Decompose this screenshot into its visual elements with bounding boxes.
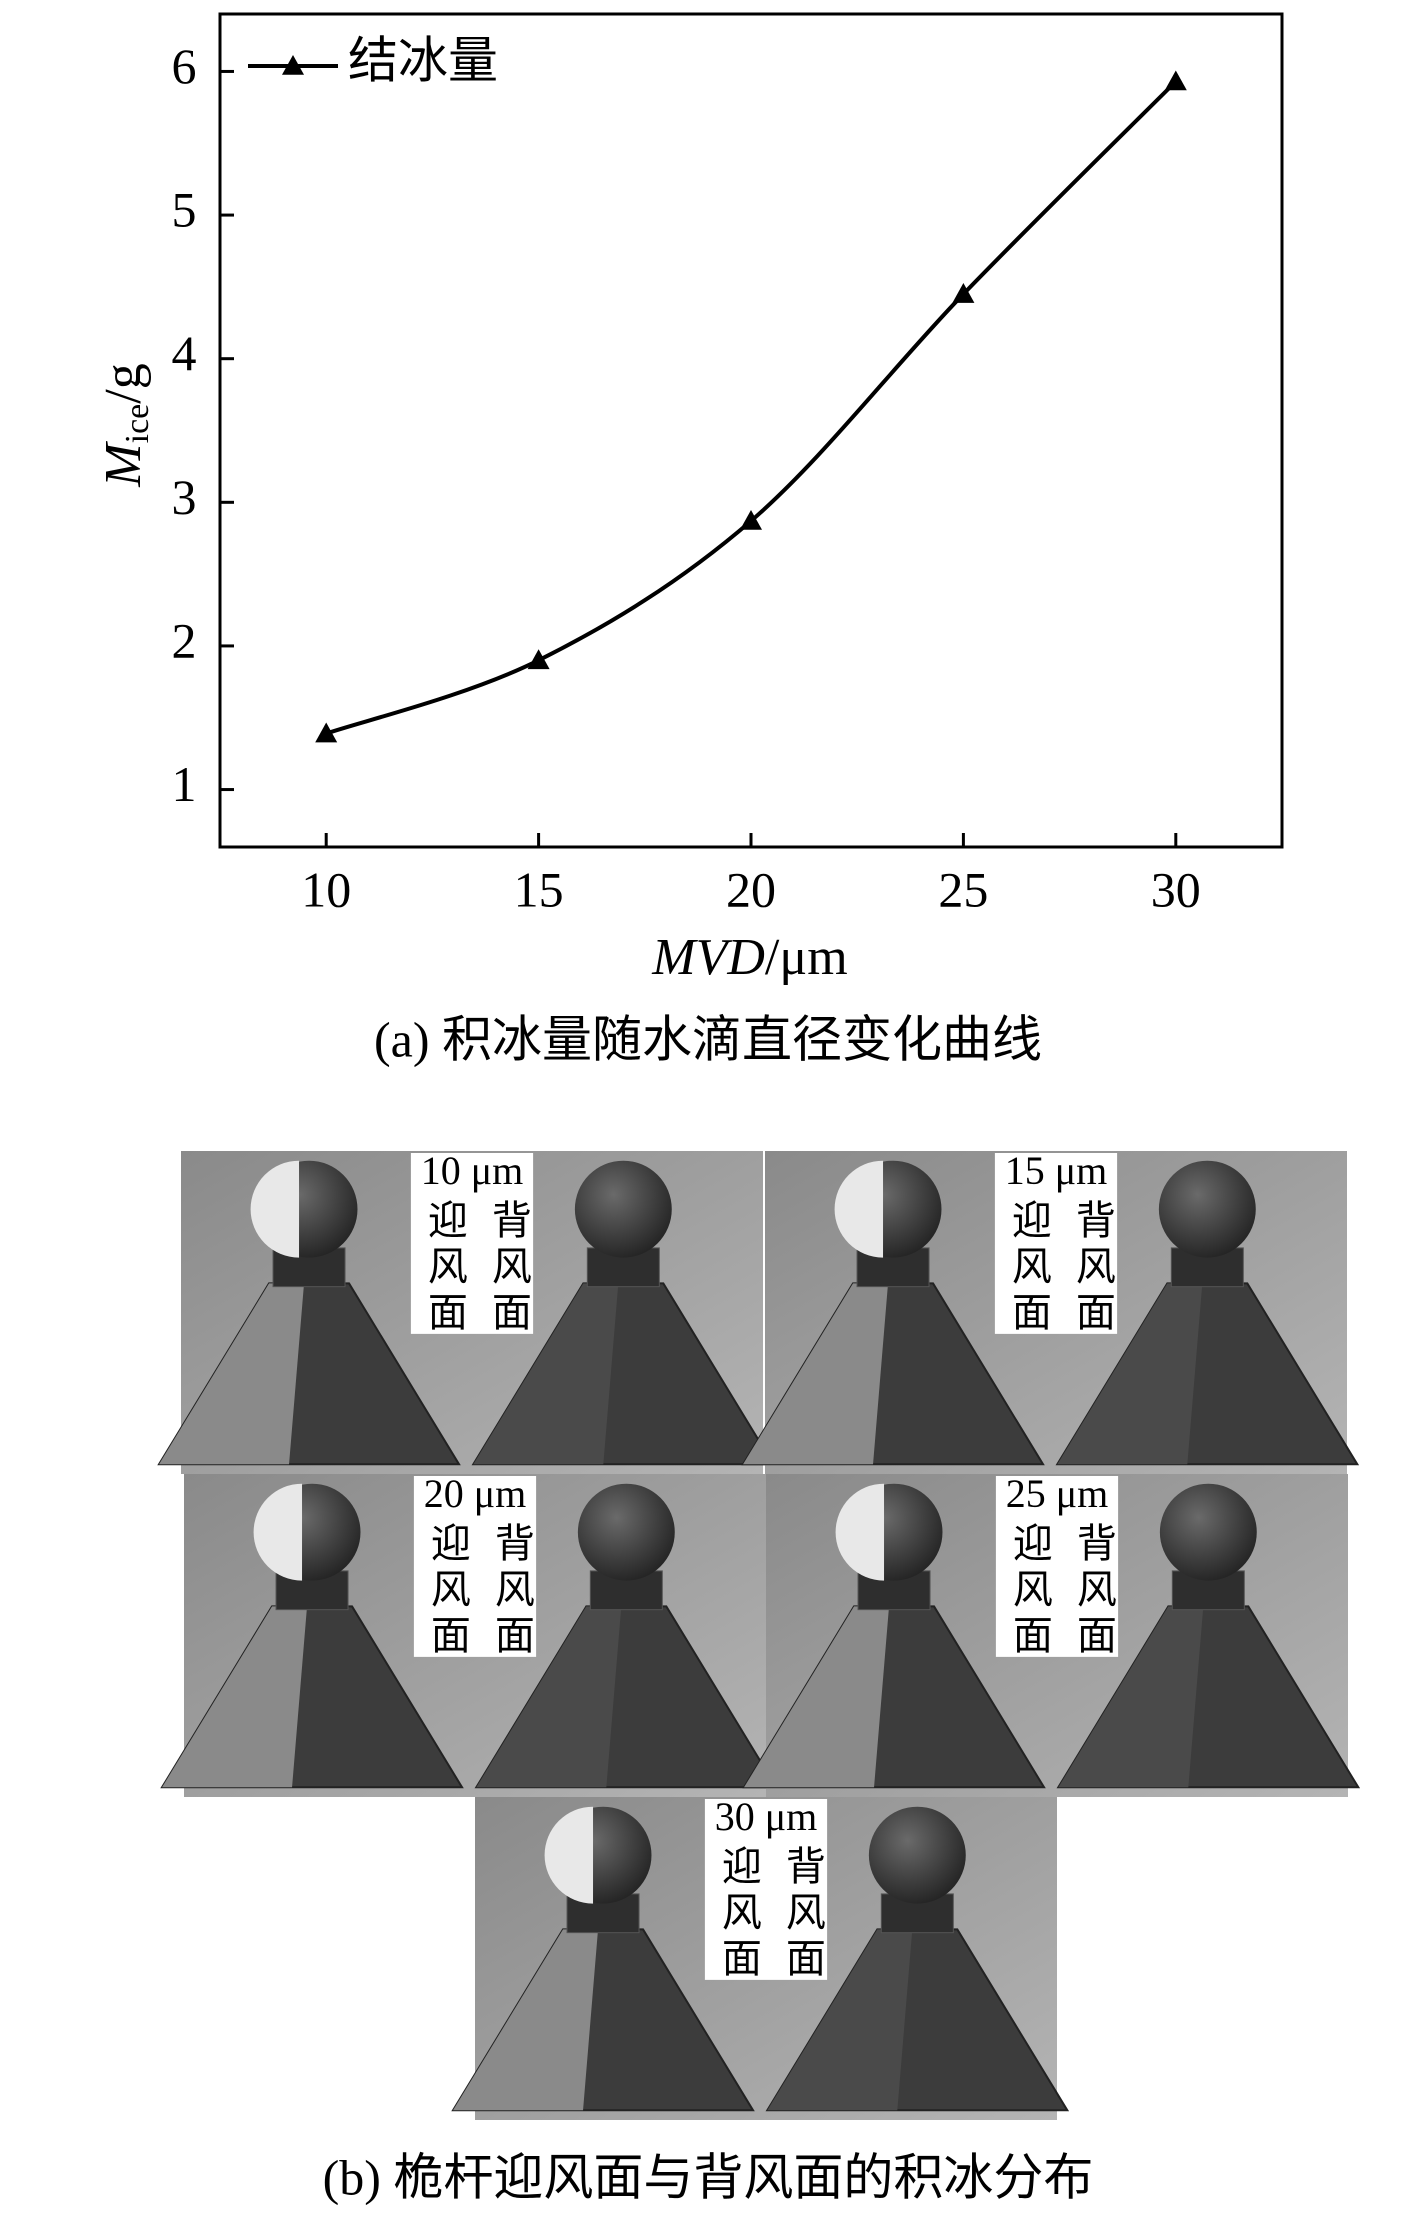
panel-label: 15 μm: [1005, 1148, 1108, 1193]
mast-face: [162, 1606, 308, 1788]
mast-face: [1057, 1283, 1203, 1465]
label-box: [704, 1799, 828, 1980]
face-label: 迎风面: [1006, 1199, 1051, 1337]
mast-ball: [868, 1806, 966, 1904]
y-tick-label: 5: [172, 182, 197, 238]
face-label: 背风面: [1071, 1522, 1116, 1660]
caption-b: (b) 桅杆迎风面与背风面的积冰分布: [323, 2149, 1094, 2205]
y-tick-label: 6: [172, 38, 197, 94]
plot-frame: [218, 12, 1284, 849]
label-box: [995, 1476, 1119, 1657]
label-box: [413, 1476, 537, 1657]
marker: [315, 722, 338, 743]
mast-face: [473, 1283, 619, 1465]
face-label: 背风面: [489, 1522, 534, 1660]
mast-face: [476, 1606, 622, 1788]
ice: [835, 1483, 885, 1581]
x-tick-label: 10: [301, 861, 351, 917]
panel-label: 10 μm: [421, 1148, 524, 1193]
ice-panel: 25 μm 迎风面 背风面: [742, 1471, 1361, 1797]
panel-label: 30 μm: [715, 1794, 818, 1839]
mast-face: [159, 1283, 305, 1465]
face-label: 迎风面: [422, 1199, 467, 1337]
y-tick-label: 4: [172, 325, 197, 381]
face-label: 背风面: [1070, 1199, 1115, 1337]
marker: [527, 649, 550, 670]
y-label-unit: /g: [95, 363, 152, 403]
label-box: [410, 1153, 534, 1334]
label-box: [994, 1153, 1118, 1334]
series-line: [325, 80, 1178, 736]
face-label: 迎风面: [716, 1845, 761, 1983]
y-label-main: M: [95, 441, 152, 488]
face-label: 背风面: [486, 1199, 531, 1337]
legend-label: 结冰量: [348, 32, 498, 88]
ice: [250, 1160, 300, 1258]
x-tick-label: 25: [938, 861, 988, 917]
marker: [1164, 70, 1187, 91]
ice: [834, 1160, 884, 1258]
y-tick-label: 2: [172, 612, 197, 668]
x-axis-label: MVD/μm: [651, 929, 847, 986]
face-label: 背风面: [780, 1845, 825, 1983]
mast-ball: [1158, 1160, 1256, 1258]
mast-ball: [577, 1483, 675, 1581]
mast-face: [743, 1283, 889, 1465]
y-tick-label: 3: [172, 469, 197, 525]
face-label: 迎风面: [1007, 1522, 1052, 1660]
x-tick-label: 20: [726, 861, 776, 917]
x-tick-label: 30: [1151, 861, 1201, 917]
panel-label: 20 μm: [424, 1471, 527, 1516]
ice: [544, 1806, 594, 1904]
y-axis-label: Mice/g: [95, 363, 156, 487]
ice-panel: 20 μm 迎风面 背风面: [160, 1471, 779, 1797]
mast-face: [1058, 1606, 1204, 1788]
x-label-main: MVD: [651, 929, 765, 986]
panel-label: 25 μm: [1006, 1471, 1109, 1516]
mast-face: [744, 1606, 890, 1788]
y-label-sub: ice: [119, 404, 156, 444]
x-label-unit: /μm: [765, 929, 848, 986]
ice: [253, 1483, 303, 1581]
legend-marker: [282, 55, 304, 75]
y-tick-label: 1: [172, 756, 197, 812]
mast-ball: [1159, 1483, 1257, 1581]
caption-a: (a) 积冰量随水滴直径变化曲线: [374, 1011, 1042, 1067]
face-label: 迎风面: [425, 1522, 470, 1660]
mast-face: [767, 1929, 913, 2111]
ice-panel: 30 μm 迎风面 背风面: [451, 1794, 1070, 2120]
mast-ball: [574, 1160, 672, 1258]
ice-panel: 15 μm 迎风面 背风面: [741, 1148, 1360, 1474]
mast-face: [453, 1929, 599, 2111]
marker: [952, 283, 975, 303]
x-tick-label: 15: [514, 861, 564, 917]
marker: [740, 509, 762, 530]
ice-panel: 10 μm 迎风面 背风面: [157, 1148, 776, 1474]
